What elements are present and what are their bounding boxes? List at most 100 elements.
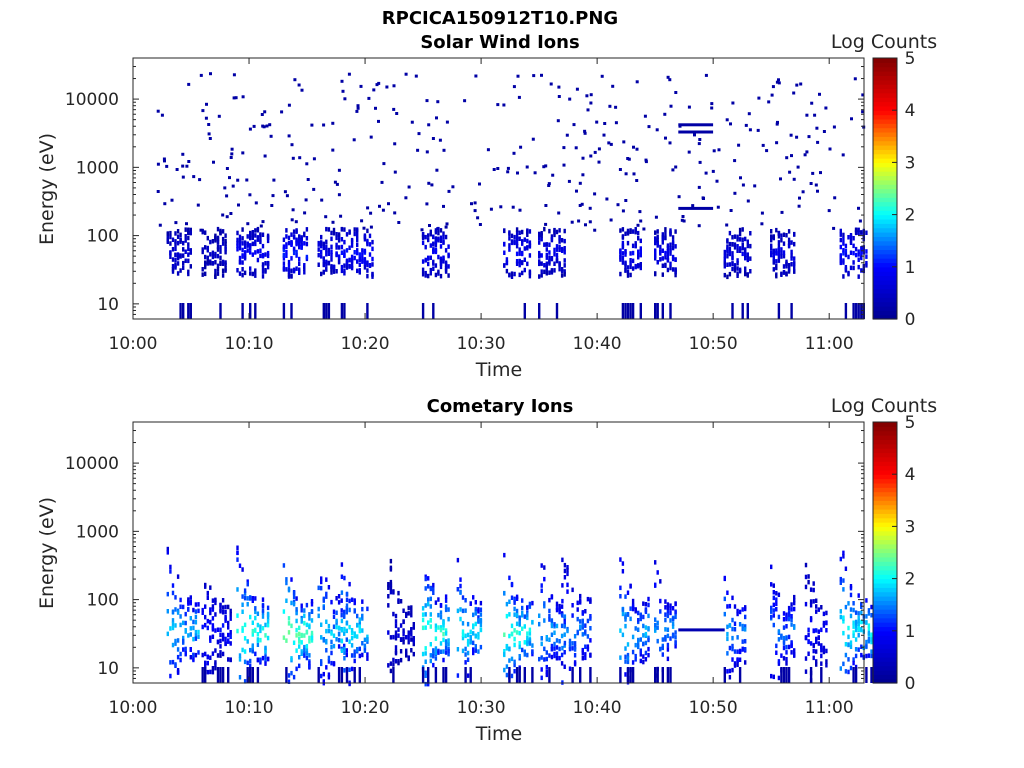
colorbar-tick-label: 4 — [905, 465, 916, 485]
burst-cell — [822, 611, 826, 617]
burst-cell — [526, 261, 529, 267]
burst-cell — [358, 620, 361, 625]
burst-cell — [726, 244, 729, 249]
burst-cell — [389, 579, 393, 585]
burst-cell — [581, 647, 584, 653]
noise-pixel — [331, 121, 335, 125]
burst-cell — [733, 245, 737, 250]
burst-cell — [335, 624, 338, 630]
colorbar-segment — [873, 284, 897, 290]
burst-cell — [216, 226, 220, 232]
burst-cell — [397, 633, 400, 638]
burst-cell — [184, 249, 187, 254]
burst-cell — [581, 656, 584, 661]
burst-cell — [576, 600, 579, 606]
burst-cell — [464, 633, 467, 639]
burst-cell — [251, 596, 254, 601]
burst-cell — [466, 642, 470, 647]
burst-cell — [285, 638, 288, 643]
noise-pixel — [715, 179, 719, 183]
burst-cell — [327, 227, 331, 232]
burst-cell — [176, 253, 180, 258]
noise-pixel — [444, 225, 448, 229]
burst-cell — [631, 250, 635, 256]
burst-cell — [579, 593, 582, 599]
burst-cell — [654, 230, 657, 235]
burst-cell — [528, 641, 532, 646]
burst-cell — [243, 270, 247, 276]
burst-cell — [571, 613, 574, 618]
noise-pixel — [435, 116, 438, 120]
burst-cell — [238, 563, 242, 568]
burst-cell — [325, 226, 328, 232]
burst-cell — [350, 628, 354, 633]
burst-cell — [224, 262, 227, 268]
burst-cell — [477, 609, 480, 614]
burst-tail — [256, 667, 260, 683]
noise-pixel — [583, 131, 587, 135]
noise-pixel — [797, 204, 801, 208]
burst-cell — [807, 639, 810, 645]
burst-cell — [839, 228, 842, 234]
burst-cell — [568, 638, 572, 644]
burst-cell — [839, 609, 842, 614]
colorbar-segment — [873, 158, 897, 163]
burst-cell — [560, 623, 564, 629]
burst-cell — [434, 646, 438, 651]
burst-cell — [227, 632, 230, 638]
burst-cell — [332, 614, 336, 619]
burst-tail — [179, 303, 182, 319]
burst-cell — [266, 238, 270, 244]
burst-cell — [809, 603, 813, 608]
burst-cell — [793, 266, 796, 271]
burst-tail — [246, 667, 249, 683]
burst-cell — [626, 642, 630, 647]
noise-pixel — [525, 165, 529, 169]
burst-cell — [555, 601, 559, 607]
burst-cell — [238, 239, 242, 244]
burst-1059 — [804, 562, 828, 683]
burst-cell — [474, 608, 477, 614]
burst-cell — [368, 233, 372, 239]
colorbar-segment — [873, 110, 897, 116]
burst-cell — [531, 600, 534, 606]
burst-cell — [639, 637, 642, 642]
noise-pixel — [291, 156, 295, 160]
burst-cell — [543, 646, 546, 652]
burst-cell — [298, 625, 301, 631]
noise-pixel — [731, 101, 735, 105]
burst-cell — [343, 609, 346, 615]
burst-tail — [621, 303, 625, 319]
burst-cell — [870, 604, 873, 610]
burst-cell — [782, 635, 786, 641]
burst-cell — [243, 649, 247, 654]
burst-cell — [429, 642, 432, 647]
burst-cell — [261, 274, 265, 279]
burst-cell — [387, 585, 390, 590]
burst-cell — [731, 235, 734, 240]
burst-cell — [238, 675, 242, 680]
noise-pixel — [230, 147, 234, 151]
noise-pixel — [207, 123, 211, 126]
burst-cell — [337, 600, 341, 605]
colorbar-segment — [873, 561, 897, 567]
noise-pixel — [312, 157, 316, 161]
burst-cell — [322, 605, 325, 610]
burst-cell — [256, 257, 260, 263]
burst-cell — [634, 642, 637, 648]
burst-tail — [787, 667, 791, 683]
burst-cell — [508, 612, 511, 617]
burst-1007 — [201, 582, 232, 683]
burst-cell — [728, 271, 732, 277]
burst-cell — [741, 237, 744, 242]
burst-cell — [266, 612, 270, 618]
burst-cell — [664, 612, 667, 617]
burst-cell — [644, 608, 648, 613]
noise-pixel — [156, 109, 160, 113]
burst-cell — [337, 594, 341, 599]
burst-cell — [847, 657, 850, 662]
noise-pixel — [603, 122, 607, 125]
burst-cell — [656, 625, 659, 630]
burst-cell — [214, 628, 217, 633]
burst-cell — [629, 606, 632, 611]
